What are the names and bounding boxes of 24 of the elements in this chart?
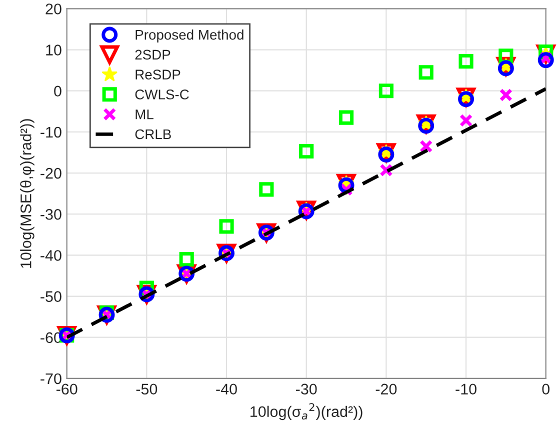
legend-label: 2SDP (135, 50, 170, 60)
x-tick-label: -20 (376, 384, 397, 395)
x-tick-label: -60 (56, 384, 78, 395)
y-tick-label: -40 (40, 250, 62, 261)
legend-label: CRLB (135, 129, 171, 140)
legend-label: CWLS-C (135, 90, 189, 100)
y-tick-label: -10 (40, 126, 62, 138)
y-tick-label: 0 (54, 86, 62, 97)
y-tick-label: -30 (40, 208, 62, 220)
x-tick-label: 0 (542, 384, 550, 395)
y-tick-label: -20 (40, 168, 62, 179)
x-axis-title: 10log(σ$_{a}$$^{2}$)(rad²)) (250, 403, 362, 420)
y-tick-label: 20 (46, 4, 62, 14)
y-axis-title: 10log(MSE(θ,φ)(rad²)) (20, 119, 34, 268)
x-tick-label: -30 (296, 384, 317, 395)
y-tick-label: -70 (40, 373, 62, 384)
x-tick-label: -40 (216, 384, 237, 395)
x-tick-label: -50 (136, 384, 158, 395)
legend-label: Proposed Method (136, 30, 244, 42)
x-tick-label: -10 (456, 384, 476, 395)
y-tick-label: 10 (46, 44, 62, 56)
legend-label: ReSDP (136, 70, 180, 80)
legend-label: ML (136, 110, 154, 120)
y-tick-label: -50 (40, 291, 62, 302)
